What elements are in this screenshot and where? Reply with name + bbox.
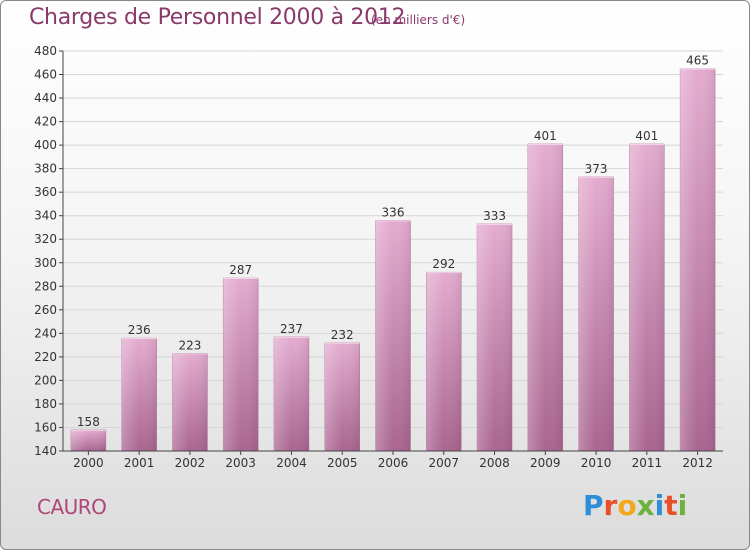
logo-letter: x — [636, 489, 655, 522]
x-tick-label-2009: 2009 — [530, 456, 561, 470]
bar-shading — [324, 342, 360, 451]
proxiti-logo[interactable]: Proxiti — [583, 489, 687, 522]
logo-letter: i — [654, 489, 665, 522]
value-label-2003: 287 — [229, 263, 252, 277]
y-tick-label: 380 — [34, 162, 57, 176]
bar-shading — [680, 68, 716, 451]
chart-unit: (en milliers d'€) — [371, 13, 466, 27]
axes: 140 160 180 200 220 240 260 280 300 320 340 360 380 4… — [34, 44, 723, 470]
y-tick-label: 220 — [34, 350, 57, 364]
y-tick-label: 260 — [34, 303, 57, 317]
logo-letter: r — [603, 489, 618, 522]
x-tick-label-2012: 2012 — [682, 456, 713, 470]
value-label-2001: 236 — [128, 323, 151, 337]
chart-title: Charges de Personnel 2000 à 2012 — [29, 5, 406, 30]
y-tick-label: 320 — [34, 232, 57, 246]
bar-shading — [70, 429, 106, 451]
x-tick-label-2006: 2006 — [378, 456, 409, 470]
value-label-2000: 158 — [77, 415, 100, 429]
y-tick-label: 280 — [34, 279, 57, 293]
bar-shading — [375, 220, 411, 451]
value-label-2007: 292 — [432, 257, 455, 271]
y-tick-label: 420 — [34, 115, 57, 129]
x-tick-label-2000: 2000 — [73, 456, 104, 470]
bar-shading — [426, 272, 462, 451]
bar-shading — [121, 338, 157, 451]
bar-shading — [273, 336, 309, 451]
value-label-2009: 401 — [534, 129, 557, 143]
value-label-2006: 336 — [382, 205, 405, 219]
bar-shading — [629, 143, 665, 452]
value-label-2008: 333 — [483, 209, 506, 223]
logo-letter: t — [664, 489, 678, 522]
y-tick-label: 360 — [34, 185, 57, 199]
x-tick-label-2004: 2004 — [276, 456, 307, 470]
y-tick-label: 200 — [34, 373, 57, 387]
commune-name: CAURO — [37, 495, 107, 519]
bar-shading — [172, 353, 208, 451]
x-tick-label-2001: 2001 — [124, 456, 155, 470]
value-label-2011: 401 — [635, 129, 658, 143]
value-label-2012: 465 — [686, 54, 709, 68]
value-label-2005: 232 — [331, 328, 354, 342]
y-tick-label: 480 — [34, 44, 57, 58]
bar-shading — [578, 176, 614, 451]
logo-letter: o — [617, 489, 637, 522]
logo-letter: i — [677, 489, 688, 522]
y-tick-label: 300 — [34, 256, 57, 270]
x-tick-label-2002: 2002 — [175, 456, 206, 470]
x-tick-label-2010: 2010 — [581, 456, 612, 470]
x-tick-label-2007: 2007 — [428, 456, 459, 470]
x-tick-label-2003: 2003 — [225, 456, 256, 470]
x-tick-label-2008: 2008 — [479, 456, 510, 470]
y-tick-label: 160 — [34, 420, 57, 434]
x-tick-label-2011: 2011 — [632, 456, 663, 470]
value-label-2002: 223 — [178, 338, 201, 352]
y-tick-label: 440 — [34, 91, 57, 105]
value-label-2010: 373 — [585, 162, 608, 176]
bar-shading — [223, 278, 259, 451]
y-tick-label: 180 — [34, 397, 57, 411]
bar-shading — [527, 143, 563, 452]
y-tick-label: 400 — [34, 138, 57, 152]
y-tick-label: 140 — [34, 444, 57, 458]
x-tick-label-2005: 2005 — [327, 456, 358, 470]
y-tick-label: 340 — [34, 209, 57, 223]
bars: 158 236 223 287 237 232 336 292 333 401 373 401 465 — [70, 54, 716, 452]
value-label-2004: 237 — [280, 322, 303, 336]
bar-shading — [477, 223, 513, 451]
logo-letter: P — [583, 489, 604, 522]
y-tick-label: 240 — [34, 326, 57, 340]
y-tick-label: 460 — [34, 68, 57, 82]
